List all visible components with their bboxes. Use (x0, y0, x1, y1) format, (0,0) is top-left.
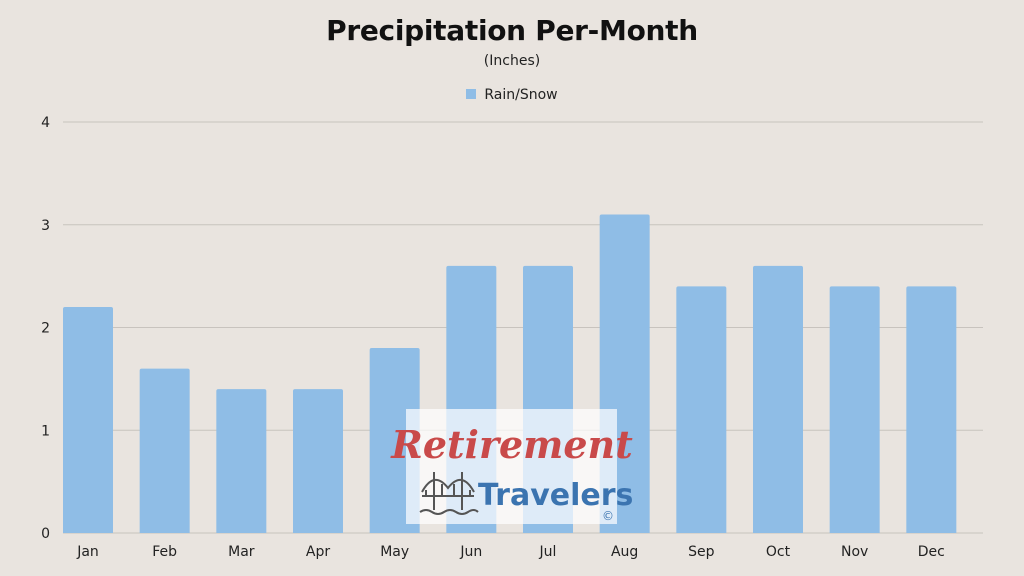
legend-swatch (466, 89, 477, 99)
bar-apr (293, 389, 343, 533)
bar-oct (753, 265, 803, 533)
y-tick-label: 1 (41, 423, 50, 439)
y-tick-label: 3 (41, 218, 50, 234)
watermark-logo: Retirement Travelers © (390, 409, 633, 524)
x-tick-label: Nov (841, 544, 868, 560)
bridge-icon (419, 472, 479, 515)
y-tick-label: 2 (41, 321, 50, 337)
watermark-line1: Retirement (390, 422, 633, 467)
bar-feb (139, 368, 190, 533)
x-tick-label: Sep (688, 544, 715, 560)
y-ticks-layer: 0 1 2 3 4 (41, 115, 50, 542)
x-tick-label: Aug (611, 544, 638, 560)
x-tick-label: Apr (306, 544, 330, 560)
x-tick-label: Dec (918, 544, 945, 560)
watermark-line2: Travelers (478, 478, 633, 513)
x-ticks-layer: Jan Feb Mar Apr May Jun Jul Aug Sep Oct Nov Dec (76, 544, 945, 560)
bar-dec (906, 286, 957, 533)
bar-jan (63, 306, 113, 533)
x-tick-label: May (380, 544, 409, 560)
bar-mar (216, 389, 267, 533)
watermark-copyright: © (602, 509, 614, 523)
chart-title: Precipitation Per-Month (326, 14, 698, 47)
y-tick-label: 0 (41, 526, 50, 542)
bar-sep (676, 286, 727, 533)
bar-nov (829, 286, 880, 533)
chart-subtitle: (Inches) (483, 53, 541, 69)
x-tick-label: Jun (459, 544, 482, 560)
x-tick-label: Oct (766, 544, 791, 560)
legend-label: Rain/Snow (484, 87, 558, 103)
legend: Rain/Snow (0, 87, 1024, 103)
x-tick-label: Jan (76, 544, 99, 560)
y-tick-label: 4 (41, 115, 50, 131)
x-tick-label: Mar (228, 544, 255, 560)
x-tick-label: Jul (539, 544, 557, 560)
x-tick-label: Feb (152, 544, 177, 560)
